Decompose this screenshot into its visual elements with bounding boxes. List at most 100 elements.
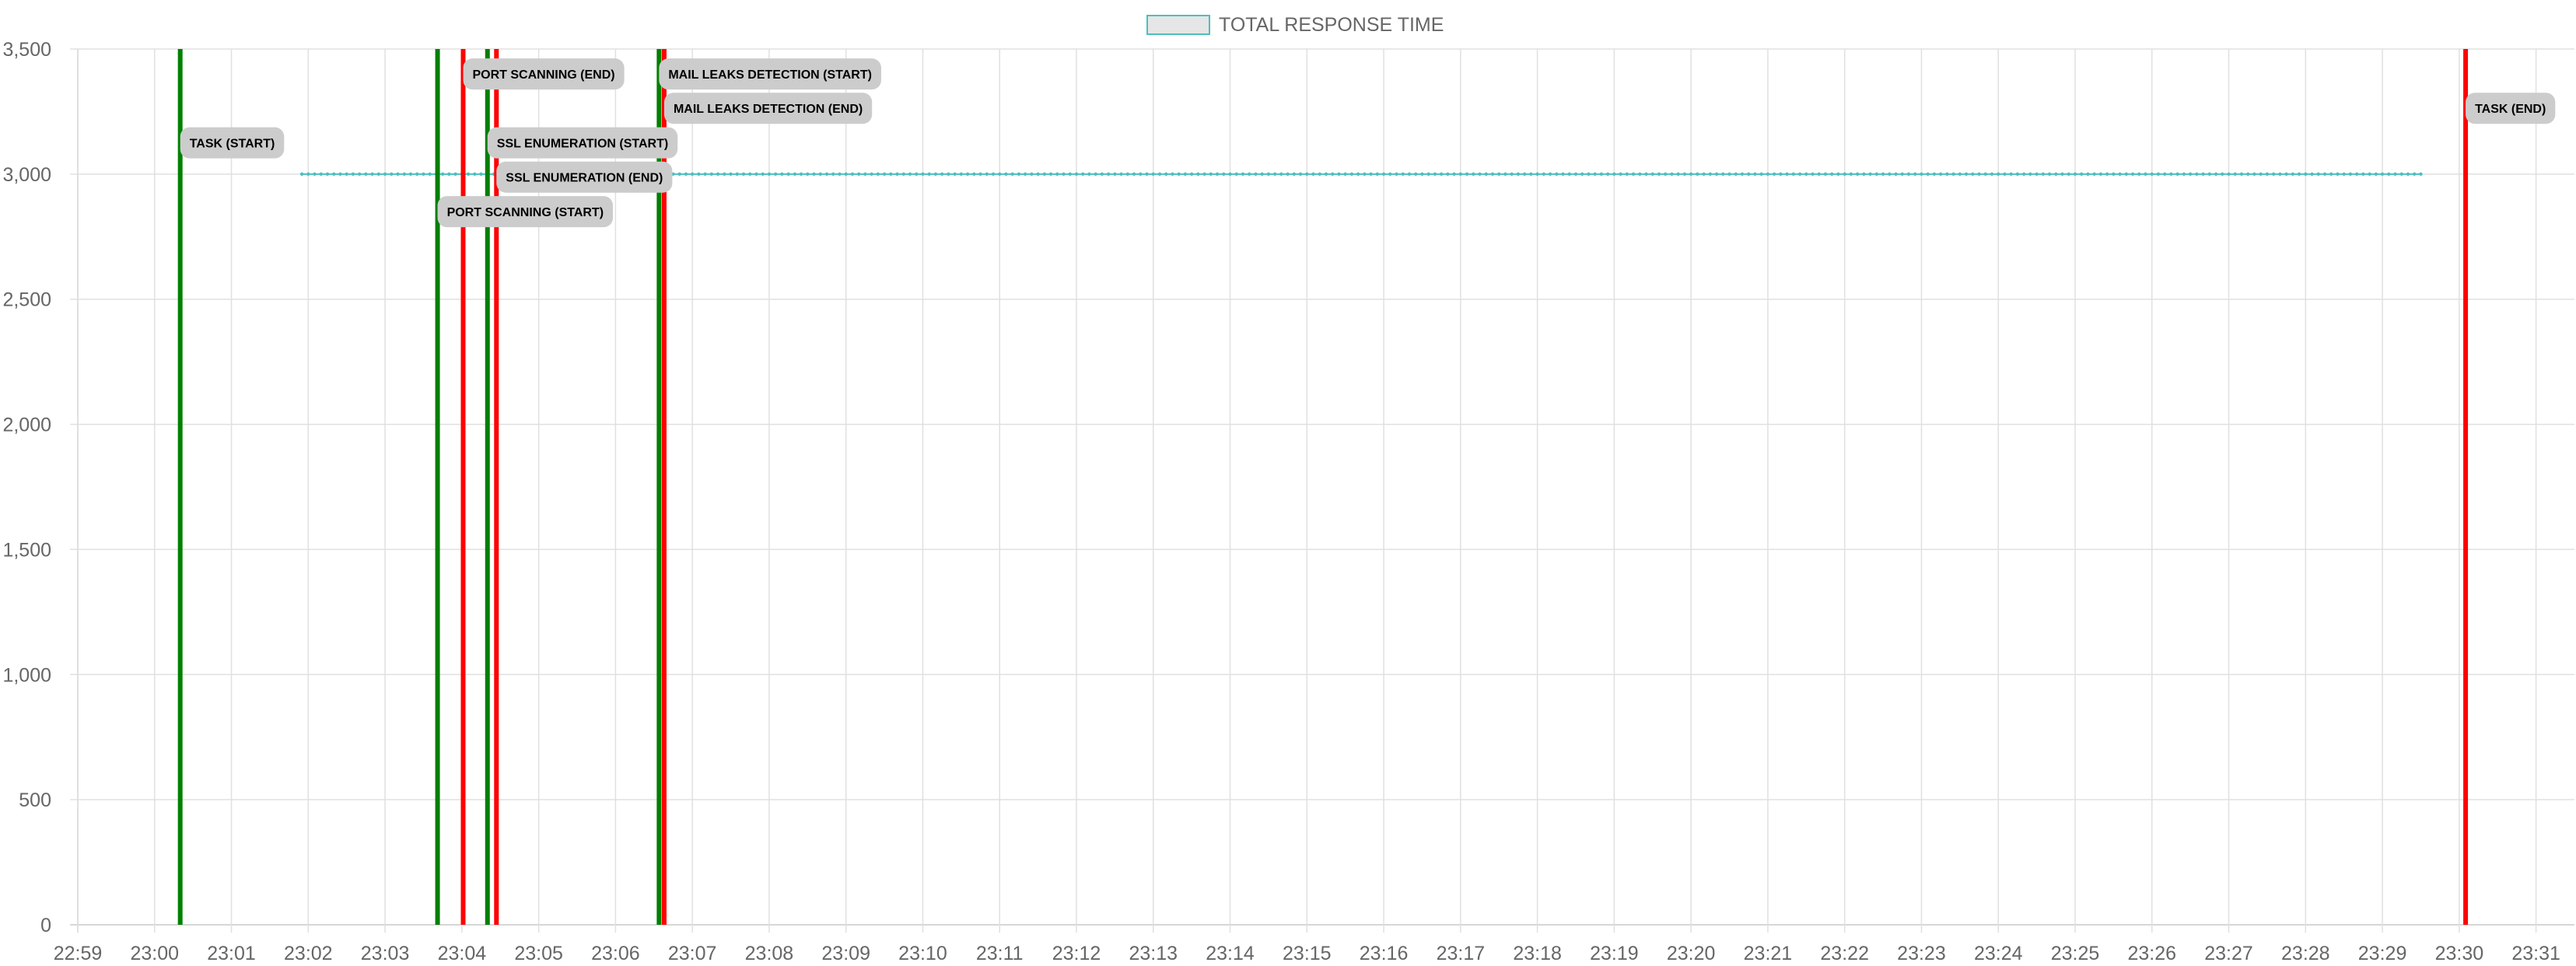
data-point — [1900, 172, 1904, 177]
data-point — [1906, 172, 1911, 177]
legend-swatch[interactable] — [1146, 15, 1210, 35]
x-tick-label: 23:23 — [1897, 943, 1946, 964]
data-point — [927, 172, 931, 177]
data-point — [2336, 172, 2340, 177]
data-point — [991, 172, 996, 177]
annotation-label-text: TASK (START) — [190, 138, 275, 151]
data-point — [1324, 172, 1328, 177]
data-point — [1785, 172, 1789, 177]
data-point — [1151, 172, 1155, 177]
data-point — [1222, 172, 1226, 177]
x-tick-label: 23:29 — [2358, 943, 2407, 964]
x-tick-label: 23:27 — [2204, 943, 2253, 964]
data-point — [2304, 172, 2308, 177]
data-point — [1157, 172, 1162, 177]
data-point — [1670, 172, 1674, 177]
data-point — [1248, 172, 1251, 177]
data-point — [780, 172, 784, 177]
data-point — [831, 172, 835, 177]
data-point — [850, 172, 855, 177]
data-point — [1055, 172, 1059, 177]
x-tick-label: 22:59 — [54, 943, 103, 964]
data-point — [2047, 172, 2052, 177]
x-tick-label: 23:21 — [1744, 943, 1793, 964]
data-point — [2419, 172, 2423, 177]
data-point — [1375, 172, 1380, 177]
data-point — [1894, 172, 1898, 177]
data-point — [895, 172, 899, 177]
data-point — [1548, 172, 1552, 177]
data-point — [2214, 172, 2218, 177]
data-point — [1631, 172, 1636, 177]
y-tick-label: 2,500 — [2, 289, 51, 311]
data-point — [1868, 172, 1872, 177]
annotation-label: SSL ENUMERATION (START) — [487, 127, 678, 159]
annotation-label-bg — [487, 127, 678, 159]
data-point — [2137, 172, 2141, 177]
data-point — [383, 172, 387, 177]
data-point — [1938, 172, 1943, 177]
data-point — [2015, 172, 2020, 177]
data-point — [1292, 172, 1297, 177]
annotation-label: MAIL LEAKS DETECTION (START) — [659, 58, 881, 90]
x-tick-label: 23:16 — [1360, 943, 1409, 964]
data-point — [748, 172, 752, 177]
annotation-label-text: PORT SCANNING (END) — [472, 68, 614, 82]
data-point — [2246, 172, 2250, 177]
data-point — [1888, 172, 1892, 177]
x-tick-label: 23:22 — [1820, 943, 1869, 964]
data-point — [1573, 172, 1578, 177]
data-point — [2329, 172, 2333, 177]
data-point — [2080, 172, 2084, 177]
annotation-label-text: MAIL LEAKS DETECTION (START) — [668, 68, 872, 82]
data-point — [2227, 172, 2231, 177]
data-point — [1535, 172, 1539, 177]
data-point — [1298, 172, 1303, 177]
data-point — [2182, 172, 2186, 177]
data-point — [684, 172, 688, 177]
annotation-label-bg — [496, 161, 673, 193]
data-point — [2021, 172, 2026, 177]
data-point — [2009, 172, 2013, 177]
x-tick-label: 23:26 — [2127, 943, 2176, 964]
data-point — [786, 172, 790, 177]
data-point — [863, 172, 867, 177]
data-point — [870, 172, 873, 177]
data-point — [2201, 172, 2205, 177]
data-point — [1926, 172, 1930, 177]
data-point — [1484, 172, 1488, 177]
data-point — [1439, 172, 1444, 177]
legend[interactable]: TOTAL RESPONSE TIME — [1146, 14, 1444, 36]
data-point — [306, 172, 310, 177]
data-point — [1234, 172, 1238, 177]
data-point — [2406, 172, 2410, 177]
data-point — [1363, 172, 1367, 177]
x-tick-label: 23:15 — [1283, 943, 1332, 964]
x-tick-label: 23:10 — [898, 943, 947, 964]
data-point — [1740, 172, 1745, 177]
data-point — [1497, 172, 1501, 177]
data-point — [1395, 172, 1398, 177]
legend-label[interactable]: TOTAL RESPONSE TIME — [1219, 14, 1444, 36]
data-point — [1657, 172, 1661, 177]
y-tick-label: 1,500 — [2, 539, 51, 561]
data-point — [2361, 172, 2365, 177]
data-point — [1843, 172, 1846, 177]
data-point — [1977, 172, 1981, 177]
data-point — [1676, 172, 1680, 177]
data-point — [1465, 172, 1469, 177]
data-point — [1132, 172, 1136, 177]
data-point — [1369, 172, 1373, 177]
data-point — [1708, 172, 1713, 177]
data-point — [402, 172, 406, 177]
data-point — [1836, 172, 1840, 177]
data-point — [325, 172, 330, 177]
data-point — [806, 172, 810, 177]
data-point — [947, 172, 950, 177]
data-point — [1042, 172, 1047, 177]
data-point — [1458, 172, 1463, 177]
data-point — [1171, 172, 1174, 177]
data-point — [1209, 172, 1213, 177]
data-point — [838, 172, 842, 177]
data-point — [2175, 172, 2179, 177]
